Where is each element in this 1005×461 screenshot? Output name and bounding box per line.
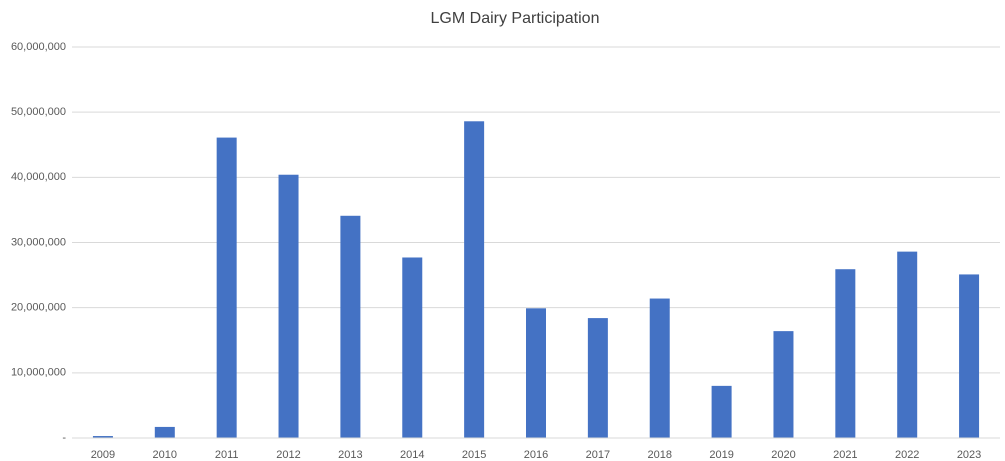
x-tick-label: 2023 [957, 449, 981, 461]
y-tick-label: 50,000,000 [11, 106, 66, 118]
x-tick-label: 2019 [709, 449, 733, 461]
x-tick-label: 2012 [276, 449, 300, 461]
bar [711, 385, 732, 438]
x-tick-label: 2016 [524, 449, 548, 461]
x-tick-label: 2018 [647, 449, 671, 461]
x-tick-label: 2022 [895, 449, 919, 461]
x-tick-label: 2020 [771, 449, 795, 461]
bar [216, 137, 237, 438]
y-tick-label: 10,000,000 [11, 367, 66, 379]
bar [278, 174, 299, 438]
x-tick-label: 2011 [215, 449, 239, 461]
chart-title: LGM Dairy Participation [431, 10, 600, 27]
y-tick-label: 60,000,000 [11, 41, 66, 53]
bar [340, 215, 361, 438]
bar [835, 269, 856, 438]
bar [154, 426, 175, 438]
x-tick-label: 2017 [586, 449, 610, 461]
x-tick-label: 2021 [833, 449, 857, 461]
x-tick-label: 2010 [153, 449, 177, 461]
bar [587, 318, 608, 438]
x-tick-label: 2014 [400, 449, 424, 461]
bar [649, 298, 670, 438]
bar [959, 274, 980, 438]
x-tick-label: 2013 [338, 449, 362, 461]
bar [464, 121, 485, 438]
bar [773, 331, 794, 438]
y-tick-label: 40,000,000 [11, 171, 66, 183]
bar [897, 251, 918, 438]
y-tick-label: - [62, 432, 66, 444]
x-tick-label: 2009 [91, 449, 115, 461]
bar [526, 308, 546, 438]
bar [402, 257, 423, 438]
y-tick-label: 30,000,000 [11, 236, 66, 248]
x-tick-label: 2015 [462, 449, 486, 461]
y-tick-label: 20,000,000 [11, 302, 66, 314]
bar [92, 436, 113, 438]
